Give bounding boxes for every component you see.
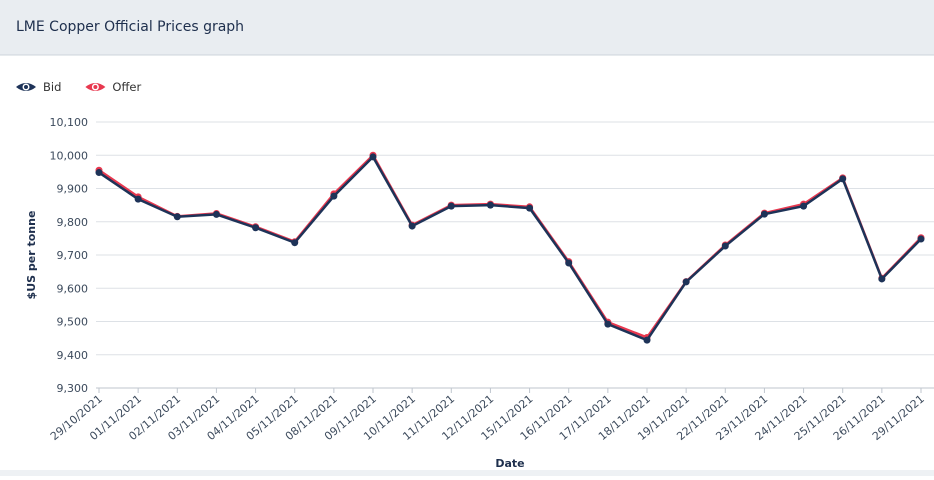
data-point xyxy=(486,201,494,209)
footer-strip xyxy=(0,470,934,476)
legend-item[interactable]: Offer xyxy=(85,80,141,94)
chart-title: LME Copper Official Prices graph xyxy=(16,19,244,35)
data-point xyxy=(839,175,847,183)
data-point xyxy=(878,275,886,283)
legend-label: Offer xyxy=(112,80,141,94)
data-point xyxy=(330,192,338,200)
y-tick-label: 10,000 xyxy=(50,149,89,162)
y-tick-label: 9,600 xyxy=(57,282,89,295)
y-tick-label: 9,300 xyxy=(57,382,89,395)
y-axis-title: $US per tonne xyxy=(25,211,38,300)
y-tick-label: 9,900 xyxy=(57,183,89,196)
data-point xyxy=(173,213,181,221)
series-line xyxy=(98,153,922,339)
data-point xyxy=(760,210,768,218)
data-point xyxy=(252,224,260,232)
data-point xyxy=(526,204,534,212)
y-tick-label: 9,700 xyxy=(57,249,89,262)
series-line xyxy=(98,154,922,342)
data-point xyxy=(408,222,416,230)
y-tick-label: 9,800 xyxy=(57,216,89,229)
data-point xyxy=(95,169,103,177)
y-tick-label: 10,100 xyxy=(50,116,89,129)
data-point xyxy=(682,278,690,286)
data-point xyxy=(643,336,651,344)
y-tick-label: 9,400 xyxy=(57,349,89,362)
data-point xyxy=(565,259,573,267)
legend-label: Bid xyxy=(43,80,61,94)
data-point xyxy=(447,202,455,210)
legend-eye-pupil xyxy=(93,85,98,89)
legend-eye-pupil xyxy=(24,85,28,89)
y-tick-label: 9,500 xyxy=(57,316,89,329)
data-point xyxy=(369,153,377,161)
data-point xyxy=(604,320,612,328)
legend-item[interactable]: Bid xyxy=(16,80,61,94)
x-axis-title: Date xyxy=(495,457,524,470)
header-bar xyxy=(0,0,934,55)
data-point xyxy=(291,239,299,247)
data-point xyxy=(721,242,729,250)
data-point xyxy=(917,235,925,243)
data-point xyxy=(800,202,808,210)
data-point xyxy=(134,195,142,203)
data-point xyxy=(212,210,220,218)
